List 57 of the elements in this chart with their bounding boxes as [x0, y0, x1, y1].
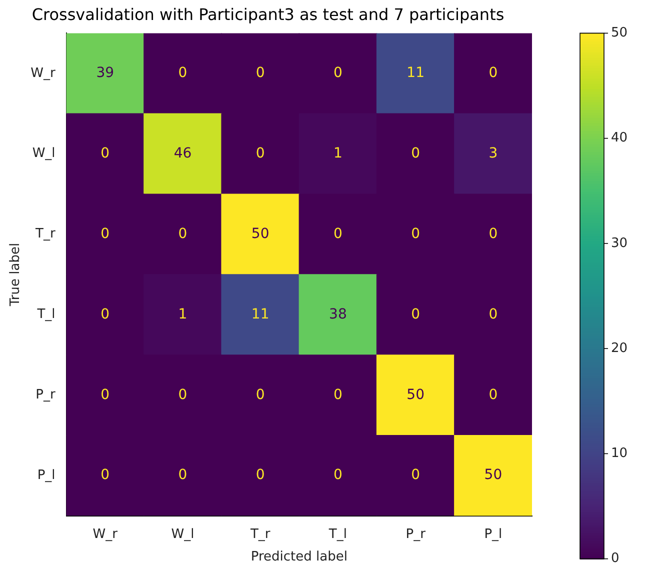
- y-tick-label: T_r: [34, 226, 56, 242]
- data-label: 1: [178, 306, 188, 322]
- data-label: 3: [488, 145, 498, 162]
- data-label: 0: [333, 467, 342, 484]
- data-label: 0: [488, 386, 498, 403]
- color-bar-label: 0: [611, 551, 620, 566]
- data-label: 0: [488, 65, 498, 82]
- data-label: 46: [174, 145, 192, 162]
- x-tick-label: P_r: [406, 526, 426, 542]
- y-tick-label: W_r: [30, 66, 56, 81]
- data-label: 0: [178, 65, 188, 82]
- data-label: 11: [251, 306, 270, 322]
- color-bar-label: 10: [611, 446, 628, 462]
- x-tick-label: T_r: [249, 526, 271, 542]
- data-label: 0: [100, 306, 110, 322]
- data-label: 0: [100, 226, 110, 242]
- y-axis-title: True label: [8, 242, 24, 308]
- data-label: 0: [100, 145, 110, 162]
- data-label: 50: [251, 226, 270, 242]
- data-label: 0: [178, 226, 188, 242]
- data-label: 39: [96, 65, 114, 82]
- data-label: 0: [178, 386, 188, 403]
- color-bar-label: 20: [611, 340, 628, 356]
- color-bar-label: 30: [611, 236, 628, 251]
- data-label: 0: [100, 386, 110, 403]
- data-label: 0: [256, 386, 265, 403]
- data-label: 0: [411, 145, 420, 162]
- x-tick-label: T_l: [328, 526, 347, 542]
- data-label: 0: [256, 65, 265, 82]
- data-label: 38: [329, 306, 347, 322]
- data-label: 0: [100, 467, 110, 484]
- data-label: 0: [488, 226, 498, 242]
- data-label: 0: [333, 386, 342, 403]
- y-tick-label: P_l: [37, 468, 56, 483]
- data-label: 0: [178, 467, 188, 484]
- y-tick-label: T_l: [36, 307, 56, 322]
- data-label: 11: [406, 65, 424, 82]
- chart-title: Crossvalidation with Participant3 as test and 7 participants: [32, 4, 504, 24]
- data-label: 0: [411, 226, 420, 242]
- data-label: 0: [256, 145, 265, 162]
- data-label: 0: [488, 306, 498, 322]
- x-tick-label: P_l: [484, 526, 502, 542]
- data-label: 0: [256, 467, 265, 484]
- color-bar-label: 50: [611, 26, 628, 41]
- data-label: 0: [333, 226, 342, 242]
- data-label: 0: [411, 467, 420, 484]
- x-tick-label: W_r: [92, 526, 118, 542]
- y-tick-label: P_r: [36, 388, 56, 403]
- y-tick-label: W_l: [32, 146, 56, 162]
- data-label: 50: [484, 467, 502, 484]
- data-label: 1: [333, 145, 342, 162]
- x-tick-label: W_l: [171, 526, 194, 542]
- data-label: 0: [411, 306, 420, 322]
- color-bar-label: 40: [611, 130, 628, 146]
- x-axis-title: Predicted label: [250, 550, 348, 565]
- data-label: 50: [406, 386, 424, 403]
- data-label: 0: [333, 65, 342, 82]
